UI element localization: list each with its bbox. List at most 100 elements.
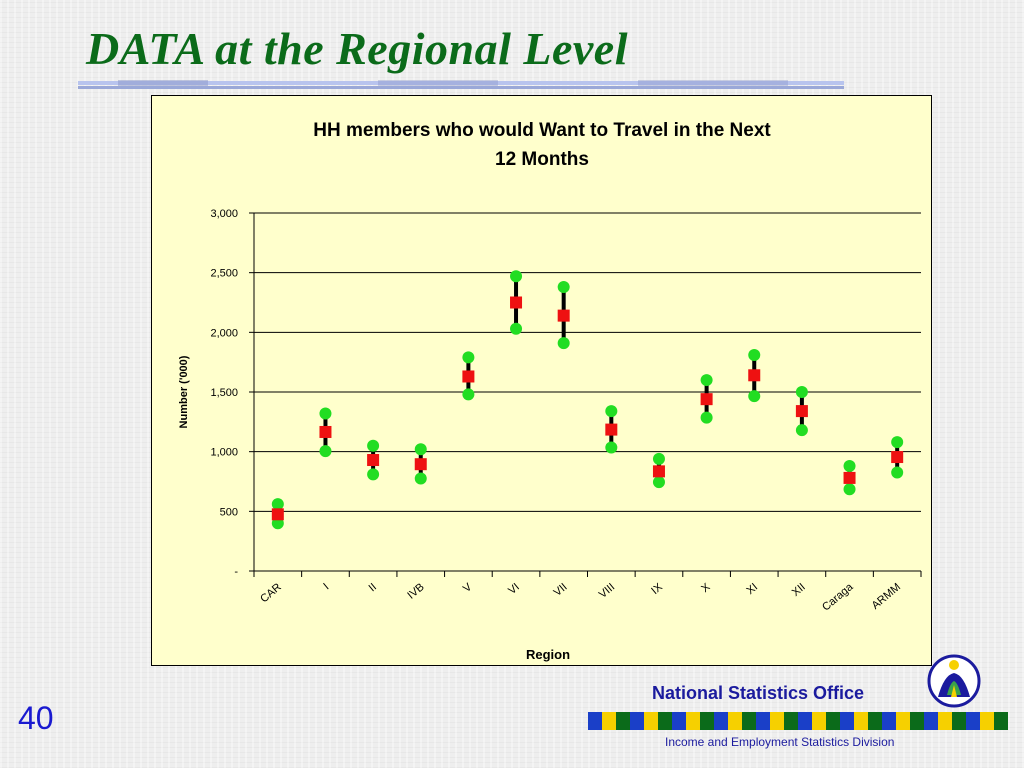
strip-segment	[938, 712, 952, 730]
strip-segment	[588, 712, 602, 730]
low-point	[795, 424, 808, 437]
y-tick-label: 2,000	[210, 327, 238, 339]
strip-segment	[784, 712, 798, 730]
estimate-point	[605, 423, 618, 436]
strip-segment	[714, 712, 728, 730]
x-tick-label: CAR	[258, 581, 284, 605]
x-tick-label: I	[321, 581, 331, 592]
strip-segment	[812, 712, 826, 730]
strip-segment	[868, 712, 882, 730]
x-tick-label: Caraga	[820, 581, 856, 614]
x-tick-label: V	[461, 581, 475, 595]
x-tick-label: II	[367, 581, 379, 594]
strip-segment	[728, 712, 742, 730]
strip-segment	[966, 712, 980, 730]
strip-segment	[630, 712, 644, 730]
low-point	[557, 337, 570, 350]
high-point	[557, 280, 570, 293]
strip-segment	[756, 712, 770, 730]
x-tick-label: VI	[506, 581, 522, 597]
low-point	[414, 472, 427, 485]
strip-segment	[742, 712, 756, 730]
chart-panel: HH members who would Want to Travel in t…	[151, 95, 932, 666]
low-point	[748, 390, 761, 403]
strip-segment	[700, 712, 714, 730]
y-tick-label: -	[234, 566, 238, 578]
chart-title-line-2: 12 Months	[495, 149, 589, 170]
strip-segment	[854, 712, 868, 730]
estimate-point	[652, 465, 665, 478]
low-point	[843, 483, 856, 496]
slide-title: DATA at the Regional Level	[86, 23, 628, 74]
high-point	[891, 436, 904, 449]
strip-segment	[896, 712, 910, 730]
strip-segment	[994, 712, 1008, 730]
title-underline	[78, 80, 844, 89]
high-point	[271, 498, 284, 511]
estimate-point	[891, 451, 904, 464]
strip-segment	[602, 712, 616, 730]
x-tick-label: VIII	[597, 581, 617, 601]
low-point	[367, 468, 380, 481]
strip-segment	[924, 712, 938, 730]
high-point	[700, 374, 713, 387]
high-point	[748, 349, 761, 362]
estimate-point	[795, 405, 808, 418]
division-name: Income and Employment Statistics Divisio…	[665, 735, 895, 749]
x-tick-label: VII	[552, 581, 570, 599]
low-point	[652, 476, 665, 489]
chart: HH members who would Want to Travel in t…	[178, 120, 922, 662]
strip-segment	[644, 712, 658, 730]
strip-segment	[952, 712, 966, 730]
y-axis-label: Number ('000)	[178, 355, 190, 428]
strip-segment	[686, 712, 700, 730]
x-tick-label: IVB	[405, 581, 426, 602]
low-point	[319, 445, 332, 458]
y-tick-label: 500	[220, 506, 238, 518]
strip-segment	[770, 712, 784, 730]
estimate-point	[700, 393, 713, 406]
page-number: 40	[18, 700, 54, 736]
estimate-point	[557, 309, 570, 322]
estimate-point	[319, 425, 332, 438]
estimate-point	[510, 296, 523, 309]
org-name: National Statistics Office	[652, 683, 865, 703]
estimate-point	[748, 369, 761, 382]
high-point	[795, 386, 808, 398]
chart-title-line-1: HH members who would Want to Travel in t…	[313, 120, 771, 141]
y-tick-label: 2,500	[210, 268, 238, 280]
strip-segment	[910, 712, 924, 730]
strip-segment	[672, 712, 686, 730]
estimate-point	[843, 471, 856, 484]
color-strip	[588, 712, 1008, 730]
high-point	[843, 459, 856, 472]
strip-segment	[882, 712, 896, 730]
estimate-point	[271, 508, 284, 521]
y-tick-label: 3,000	[210, 208, 238, 220]
strip-segment	[798, 712, 812, 730]
x-tick-label: X	[699, 581, 713, 595]
x-axis-label: Region	[526, 647, 570, 662]
estimate-point	[367, 454, 380, 467]
high-point	[510, 270, 523, 283]
strip-segment	[616, 712, 630, 730]
estimate-point	[414, 458, 427, 471]
x-tick-label: IX	[649, 581, 665, 597]
high-point	[652, 452, 665, 465]
high-point	[605, 405, 618, 418]
low-point	[462, 388, 475, 401]
strip-segment	[840, 712, 854, 730]
low-point	[700, 411, 713, 424]
y-tick-label: 1,000	[210, 447, 238, 459]
y-tick-label: 1,500	[210, 387, 238, 399]
high-point	[367, 439, 380, 452]
x-tick-label: ARMM	[870, 581, 903, 612]
high-point	[462, 351, 475, 364]
high-point	[319, 407, 332, 420]
x-tick-label: XI	[744, 581, 760, 597]
estimate-point	[462, 370, 475, 383]
strip-segment	[658, 712, 672, 730]
high-point	[414, 443, 427, 456]
strip-segment	[826, 712, 840, 730]
low-point	[510, 322, 523, 335]
